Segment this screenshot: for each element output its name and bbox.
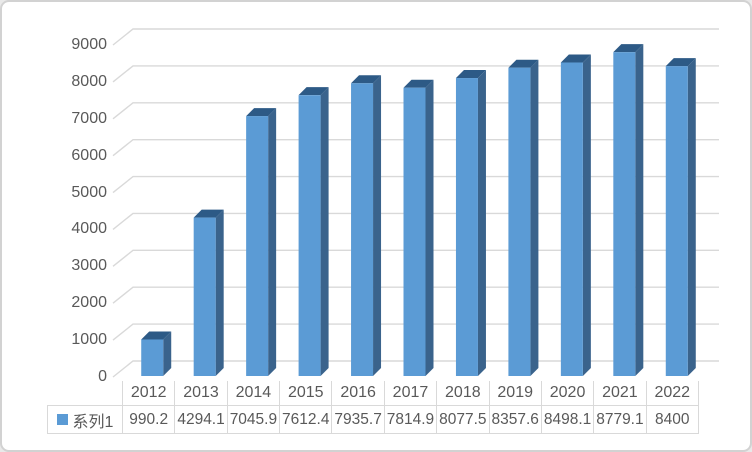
- bar-front-face: [613, 52, 636, 377]
- bar-front-face: [193, 217, 216, 376]
- x-axis-category-label: 2020: [540, 381, 593, 405]
- x-axis-category-label: 2021: [593, 381, 645, 405]
- y-axis-tick-label: 0: [98, 368, 107, 385]
- data-table-value-cell: 8400: [645, 406, 698, 433]
- bar-front-face: [403, 87, 426, 376]
- bar-side-face: [373, 75, 382, 377]
- y-axis-tick-label: 5000: [71, 184, 107, 201]
- x-axis-category-label: 2022: [645, 381, 698, 405]
- bar-side-face: [268, 108, 277, 376]
- bar-series[interactable]: [141, 44, 696, 377]
- y-axis-tick-label: 6000: [71, 147, 107, 164]
- y-axis-tick-label: 7000: [71, 110, 107, 127]
- data-table-value-cell: 7935.7: [331, 406, 383, 433]
- bar-2015[interactable]: [298, 87, 329, 377]
- x-axis-category-label: 2017: [383, 381, 436, 405]
- x-axis-category-label: 2014: [226, 381, 279, 405]
- bar-side-face: [687, 58, 696, 377]
- data-table-value-cell: 990.2: [122, 406, 174, 433]
- bar-top-face: [560, 54, 591, 63]
- data-table-value-cell: 7045.9: [226, 406, 279, 433]
- bar-front-face: [665, 66, 688, 376]
- data-table-value-cell: 8498.1: [540, 406, 593, 433]
- x-axis-category-label: 2013: [174, 381, 226, 405]
- bar-side-face: [163, 331, 172, 376]
- bar-top-face: [246, 108, 277, 117]
- bar-top-face: [298, 87, 329, 96]
- x-axis-category-label: 2019: [488, 381, 541, 405]
- bar-front-face: [298, 95, 321, 377]
- bar-top-face: [193, 209, 224, 218]
- bar-front-face: [508, 67, 531, 377]
- bar-top-face: [455, 70, 486, 79]
- bar-2022[interactable]: [665, 58, 696, 377]
- legend-key[interactable]: 系列1: [48, 406, 122, 433]
- bar-top-face: [665, 58, 696, 67]
- bar-front-face: [141, 339, 164, 376]
- x-axis-category-label: 2018: [436, 381, 488, 405]
- legend-color-swatch-icon: [56, 414, 68, 425]
- bar-2012[interactable]: [141, 331, 172, 376]
- bar-top-face: [141, 331, 172, 340]
- gridlines: [112, 28, 719, 378]
- bar-side-face: [425, 79, 434, 376]
- bar-side-face: [635, 44, 644, 377]
- data-table-row: 系列1 990.2 4294.1 7045.9 7612.4 7935.7 7814.9 8…: [47, 405, 699, 434]
- y-axis-tick-label: 1000: [71, 331, 107, 348]
- y-axis-tick-label: 8000: [71, 73, 107, 90]
- bar-side-face: [215, 209, 224, 376]
- bar-top-face: [613, 44, 644, 53]
- bar-top-face: [508, 59, 539, 68]
- bar-front-face: [455, 78, 478, 376]
- bar-2014[interactable]: [246, 108, 277, 376]
- bar-front-face: [560, 62, 583, 377]
- bar-side-face: [477, 70, 486, 376]
- bar-2018[interactable]: [455, 70, 486, 376]
- bar-side-face: [320, 87, 329, 377]
- bar-top-face: [403, 79, 434, 88]
- bar-2016[interactable]: [351, 75, 382, 377]
- data-table-value-cell: 8357.6: [488, 406, 541, 433]
- data-table-value-cell: 7612.4: [279, 406, 331, 433]
- bar-2013[interactable]: [193, 209, 224, 376]
- data-table-value-cell: 7814.9: [383, 406, 436, 433]
- y-axis-tick-label: 3000: [71, 257, 107, 274]
- bar-front-face: [351, 83, 374, 377]
- y-axis-tick-label: 9000: [71, 36, 107, 53]
- bar-2019[interactable]: [508, 59, 539, 377]
- gridline: [112, 28, 719, 46]
- data-table-value-cell: 8077.5: [436, 406, 488, 433]
- bar-2017[interactable]: [403, 79, 434, 376]
- x-axis-category-label: 2016: [331, 381, 383, 405]
- bar-top-face: [351, 75, 382, 84]
- data-table-value-cell: 4294.1: [174, 406, 226, 433]
- legend-series-label: 系列1: [72, 413, 114, 431]
- bar-2020[interactable]: [560, 54, 591, 377]
- bar-front-face: [246, 116, 269, 376]
- bar-side-face: [582, 54, 591, 377]
- data-table-value-cell: 8779.1: [593, 406, 645, 433]
- y-axis-tick-label: 2000: [71, 294, 107, 311]
- bar-side-face: [530, 59, 539, 377]
- y-axis-tick-label: 4000: [71, 220, 107, 237]
- x-axis-category-label: 2012: [130, 384, 167, 401]
- bar-2021[interactable]: [613, 44, 644, 377]
- x-axis-labels-row: 2012 2013 2014 2015 2016 2017 2018 2019 2020 2021…: [122, 381, 699, 405]
- x-axis-category-label: 2015: [279, 381, 331, 405]
